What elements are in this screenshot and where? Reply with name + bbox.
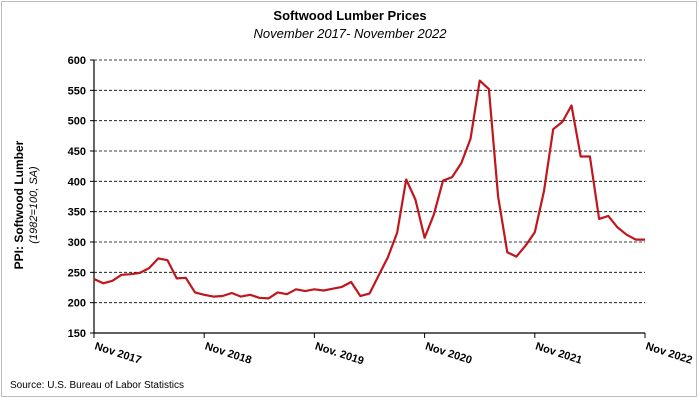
gridlines xyxy=(94,59,645,304)
chart-title: Softwood Lumber Prices xyxy=(273,8,427,23)
y-tick-label: 200 xyxy=(68,298,86,310)
y-axis-label: PPI: Softwood Lumber xyxy=(12,140,26,269)
y-tick-label: 350 xyxy=(68,207,86,219)
x-tick-label: Nov. 2019 xyxy=(313,340,365,367)
series-line-softwood-lumber xyxy=(93,79,645,300)
y-tick-label: 600 xyxy=(68,55,86,67)
x-tick-label: Nov 2022 xyxy=(644,340,694,366)
x-tick-label: Nov 2018 xyxy=(203,340,253,366)
source-note: Source: U.S. Bureau of Labor Statistics xyxy=(10,380,184,391)
y-tick-label: 400 xyxy=(68,176,86,188)
y-tick-labels: 150 200 250 300 350 400 450 500 550 600 xyxy=(68,55,86,340)
y-tick-label: 150 xyxy=(68,328,86,340)
y-axis-sublabel: (1982=100, SA) xyxy=(28,166,40,244)
y-tick-label: 300 xyxy=(68,237,86,249)
x-tick-label: Nov 2021 xyxy=(534,340,584,366)
y-tick-label: 250 xyxy=(68,267,86,279)
y-tick-label: 500 xyxy=(68,116,86,128)
chart-subtitle: November 2017- November 2022 xyxy=(253,26,447,41)
axes xyxy=(90,59,646,338)
x-tick-label: Nov 2017 xyxy=(93,340,143,366)
y-tick-label: 450 xyxy=(68,146,86,158)
series-layer xyxy=(93,79,645,300)
x-tick-label: Nov 2020 xyxy=(424,340,474,366)
y-tick-label: 550 xyxy=(68,85,86,97)
x-tick-labels: Nov 2017 Nov 2018 Nov. 2019 Nov 2020 Nov 202… xyxy=(93,340,694,367)
